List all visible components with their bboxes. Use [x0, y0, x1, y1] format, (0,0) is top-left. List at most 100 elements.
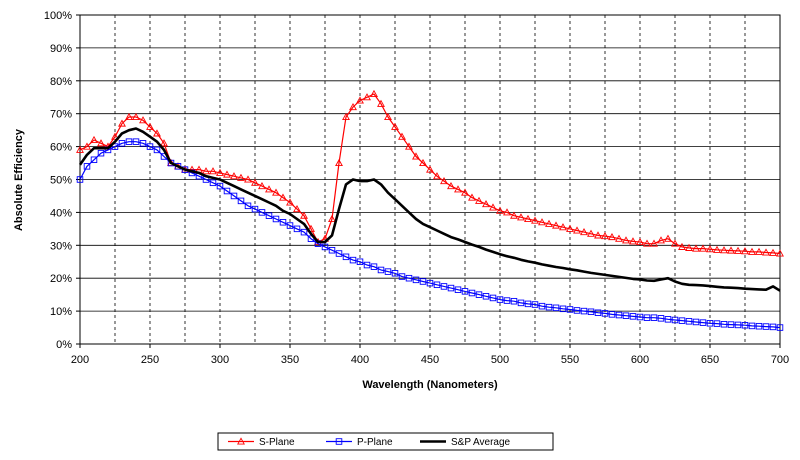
data-point-p-plane	[454, 286, 462, 293]
data-point-p-plane	[678, 317, 686, 324]
data-point-s-plane	[125, 112, 133, 121]
data-point-p-plane	[447, 284, 455, 292]
data-point-s-plane	[552, 221, 560, 229]
data-point-s-plane	[699, 244, 707, 252]
data-point-p-plane	[321, 243, 329, 251]
y-tick-label: 100%	[44, 10, 72, 22]
data-point-p-plane	[496, 296, 504, 303]
data-point-p-plane	[769, 323, 777, 331]
data-point-p-plane	[265, 212, 273, 219]
data-point-p-plane	[300, 228, 308, 236]
data-point-p-plane	[685, 318, 693, 325]
legend-item-s-plane: S-Plane	[228, 437, 295, 448]
data-point-s-plane	[545, 219, 553, 227]
data-point-p-plane	[384, 268, 392, 275]
x-tick-label: 650	[701, 354, 719, 366]
data-point-p-plane	[244, 202, 252, 210]
data-point-p-plane	[629, 313, 637, 320]
data-point-s-plane	[524, 214, 532, 222]
data-point-s-plane	[419, 158, 427, 167]
series-group	[76, 89, 784, 331]
data-point-p-plane	[461, 288, 469, 295]
data-point-p-plane	[776, 324, 784, 331]
data-point-s-plane	[237, 173, 245, 181]
data-point-s-plane	[90, 135, 98, 144]
data-point-s-plane	[643, 239, 651, 247]
data-point-p-plane	[734, 321, 742, 329]
legend-box	[217, 432, 554, 451]
data-point-p-plane	[482, 293, 490, 300]
data-point-p-plane	[573, 307, 581, 314]
data-point-p-plane	[139, 140, 147, 147]
data-point-s-plane	[510, 211, 518, 219]
data-point-p-plane	[398, 273, 406, 280]
data-point-s-plane	[83, 142, 91, 150]
data-point-p-plane	[272, 215, 280, 223]
data-point-p-plane	[748, 322, 756, 330]
data-point-s-plane	[629, 237, 637, 245]
data-point-p-plane	[426, 279, 434, 287]
data-point-s-plane	[300, 211, 308, 219]
data-point-s-plane	[622, 236, 630, 244]
data-point-s-plane	[615, 234, 623, 242]
tick-labels: 200 250 300 350 400 450 500 550 600 650 700 0% 10% 20…	[44, 10, 789, 366]
data-point-s-plane	[265, 185, 273, 193]
data-point-p-plane	[237, 197, 245, 205]
data-point-p-plane	[503, 297, 511, 304]
data-point-p-plane	[356, 258, 364, 266]
data-point-s-plane	[279, 193, 287, 201]
data-point-p-plane	[475, 291, 483, 298]
data-point-p-plane	[741, 321, 749, 329]
x-tick-label: 350	[281, 354, 299, 366]
data-point-p-plane	[146, 143, 154, 150]
data-point-s-plane	[762, 248, 770, 256]
data-point-p-plane	[755, 322, 763, 330]
data-point-s-plane	[559, 223, 567, 231]
data-point-s-plane	[370, 89, 378, 97]
data-point-p-plane	[76, 176, 84, 183]
data-point-p-plane	[538, 302, 546, 310]
data-point-p-plane	[622, 312, 630, 319]
data-point-p-plane	[412, 276, 420, 284]
data-point-s-plane	[335, 158, 343, 167]
data-point-s-plane	[657, 236, 665, 244]
series-line-s-p-average	[78, 127, 781, 292]
data-point-s-plane	[328, 214, 336, 222]
data-point-p-plane	[706, 320, 714, 327]
data-point-p-plane	[83, 163, 91, 170]
y-tick-label: 40%	[50, 207, 72, 219]
data-point-p-plane	[615, 311, 623, 319]
data-point-p-plane	[720, 321, 728, 328]
data-point-p-plane	[692, 318, 700, 326]
data-point-p-plane	[517, 299, 525, 307]
data-point-p-plane	[650, 314, 658, 321]
data-point-s-plane	[587, 229, 595, 237]
series-line-p-plane	[79, 141, 781, 329]
data-point-p-plane	[699, 319, 707, 326]
data-point-s-plane	[713, 245, 721, 253]
data-point-p-plane	[566, 306, 574, 313]
data-point-s-plane	[776, 249, 784, 257]
y-tick-label: 70%	[50, 109, 72, 121]
data-point-s-plane	[384, 112, 392, 121]
data-point-p-plane	[594, 309, 602, 316]
data-point-p-plane	[531, 301, 539, 308]
data-point-p-plane	[279, 219, 287, 226]
data-point-s-plane	[601, 231, 609, 240]
data-point-p-plane	[440, 283, 448, 290]
data-point-s-plane	[741, 247, 749, 255]
data-point-s-plane	[727, 246, 735, 254]
data-point-p-plane	[762, 323, 770, 330]
data-point-s-plane	[202, 167, 210, 175]
data-point-s-plane	[286, 198, 294, 206]
data-point-p-plane	[251, 205, 259, 213]
data-point-p-plane	[608, 311, 616, 318]
data-point-s-plane	[692, 244, 700, 252]
data-point-s-plane	[538, 218, 546, 226]
series-line-s-plane	[79, 93, 781, 255]
data-point-s-plane	[734, 246, 742, 254]
data-point-p-plane	[559, 305, 567, 313]
data-point-s-plane	[475, 196, 483, 204]
